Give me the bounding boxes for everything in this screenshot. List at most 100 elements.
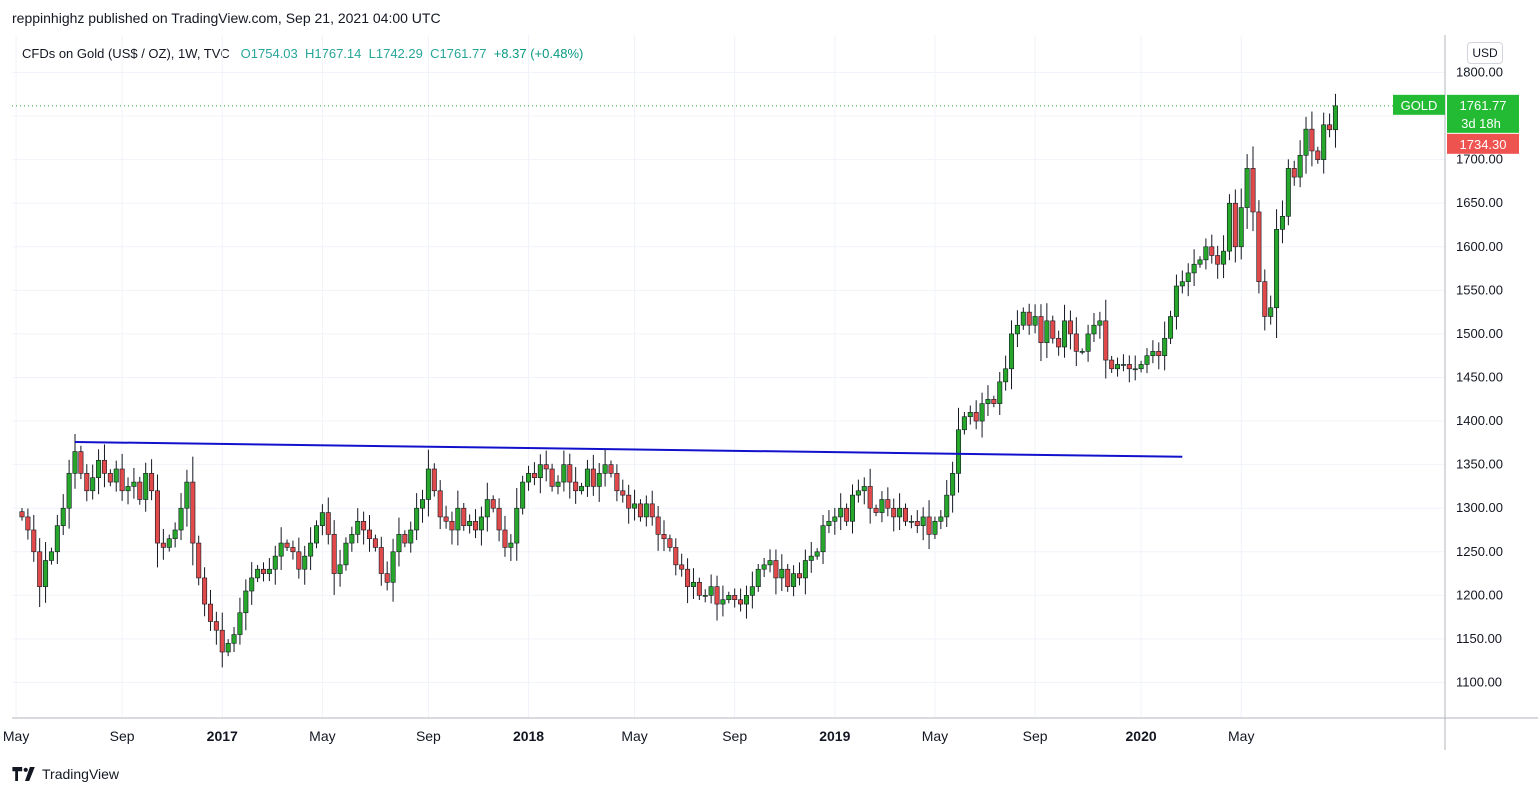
x-tick-label: 2019 <box>819 728 850 744</box>
candle-body <box>679 564 685 570</box>
candle-body <box>708 586 714 596</box>
candle-body <box>331 534 337 574</box>
candle-body <box>791 573 797 587</box>
candle-body <box>802 560 808 579</box>
candle-body <box>855 490 861 496</box>
candle-body <box>844 507 850 522</box>
candle-body <box>891 507 897 518</box>
symbol-label-bg <box>1393 94 1445 115</box>
candle-body <box>296 551 302 570</box>
currency-button[interactable]: USD <box>1467 42 1503 64</box>
candle-body <box>743 595 749 605</box>
x-tick-label: Sep <box>1023 728 1048 744</box>
candle-body <box>643 503 649 518</box>
candle-body <box>543 464 549 470</box>
candle-body <box>231 634 237 644</box>
candle-body <box>690 581 696 587</box>
candle-body <box>96 459 102 479</box>
last-price-label-bg <box>1447 94 1519 133</box>
y-tick-label: 1700.00 <box>1456 152 1503 167</box>
candle-body <box>219 629 225 653</box>
candle-body <box>531 473 537 479</box>
candle-body <box>443 516 449 522</box>
candle-body <box>302 555 308 570</box>
candle-body <box>1268 307 1274 317</box>
candle-body <box>1262 281 1268 317</box>
candle-body <box>726 595 732 601</box>
candle-body <box>367 529 373 540</box>
candle-body <box>661 534 667 540</box>
candle-body <box>355 520 361 535</box>
publish-info: reppinhighz published on TradingView.com… <box>12 10 441 26</box>
axes-layer: 1100.00 1150.00 1200.00 1250.00 1300.00 1350.… <box>3 35 1538 750</box>
candle-body <box>172 529 178 540</box>
candle-body <box>396 534 402 553</box>
y-tick-label: 1250.00 <box>1456 544 1503 559</box>
candle-body <box>944 494 950 518</box>
candle-body <box>343 542 349 566</box>
candle-body <box>637 503 643 518</box>
candle-body <box>496 507 502 531</box>
candle-body <box>1073 333 1079 352</box>
price-change: +8.37 (+0.48%) <box>493 46 584 61</box>
candle-body <box>149 473 155 492</box>
candle-body <box>1091 324 1097 335</box>
chart-grid <box>12 35 1445 718</box>
candle-body <box>1126 364 1132 370</box>
candle-body <box>166 538 172 548</box>
candle-body <box>579 486 585 492</box>
candle-body <box>437 490 443 518</box>
candle-body <box>991 398 997 404</box>
candle-body <box>508 542 514 548</box>
candle-body <box>266 568 272 574</box>
candle-body <box>1038 316 1044 343</box>
candle-body <box>732 595 738 601</box>
candle-body <box>131 481 137 487</box>
candle-body <box>1120 364 1126 366</box>
candle-body <box>967 412 973 418</box>
candle-body <box>720 599 726 605</box>
candle-body <box>1309 128 1315 152</box>
y-tick-label: 1150.00 <box>1456 631 1502 646</box>
candle-body <box>60 507 66 526</box>
candle-body <box>54 525 60 553</box>
candle-body <box>1132 368 1138 371</box>
candle-body <box>1232 202 1238 248</box>
x-tick-label: 2017 <box>207 728 238 744</box>
candle-body <box>838 507 844 518</box>
candle-body <box>1032 316 1038 326</box>
candle-body <box>337 564 343 574</box>
tradingview-footer[interactable]: TradingView <box>12 766 119 782</box>
candle-body <box>260 568 266 574</box>
candle-body <box>655 516 661 535</box>
candle-body <box>43 560 49 587</box>
candle-body <box>196 542 202 579</box>
candle-body <box>861 486 867 492</box>
candle-body <box>885 499 891 509</box>
symbol-label: GOLD <box>1401 98 1438 113</box>
candle-body <box>1138 364 1144 370</box>
candle-body <box>184 481 190 509</box>
candle-body <box>779 568 785 579</box>
candle-body <box>867 486 873 509</box>
candle-body <box>1056 337 1062 348</box>
ohlc-high: H1767.14 <box>305 46 362 61</box>
candle-body <box>414 507 420 531</box>
x-tick-label: May <box>922 728 948 744</box>
candle-body <box>154 490 160 544</box>
candle-body <box>755 568 761 587</box>
candle-body <box>932 520 938 535</box>
candle-body <box>1020 311 1026 326</box>
candle-body <box>31 529 37 553</box>
candle-body <box>1062 320 1068 348</box>
candle-body <box>961 416 967 431</box>
tradingview-logo-icon <box>12 767 35 781</box>
candle-body <box>620 490 626 496</box>
symbol-legend: CFDs on Gold (US$ / OZ), 1W, TVC O1754.0… <box>22 46 583 61</box>
candle-body <box>1321 124 1327 160</box>
candle-body <box>1179 281 1185 287</box>
x-tick-label: May <box>621 728 647 744</box>
candle-body <box>113 468 119 483</box>
candle-body <box>1009 333 1015 370</box>
